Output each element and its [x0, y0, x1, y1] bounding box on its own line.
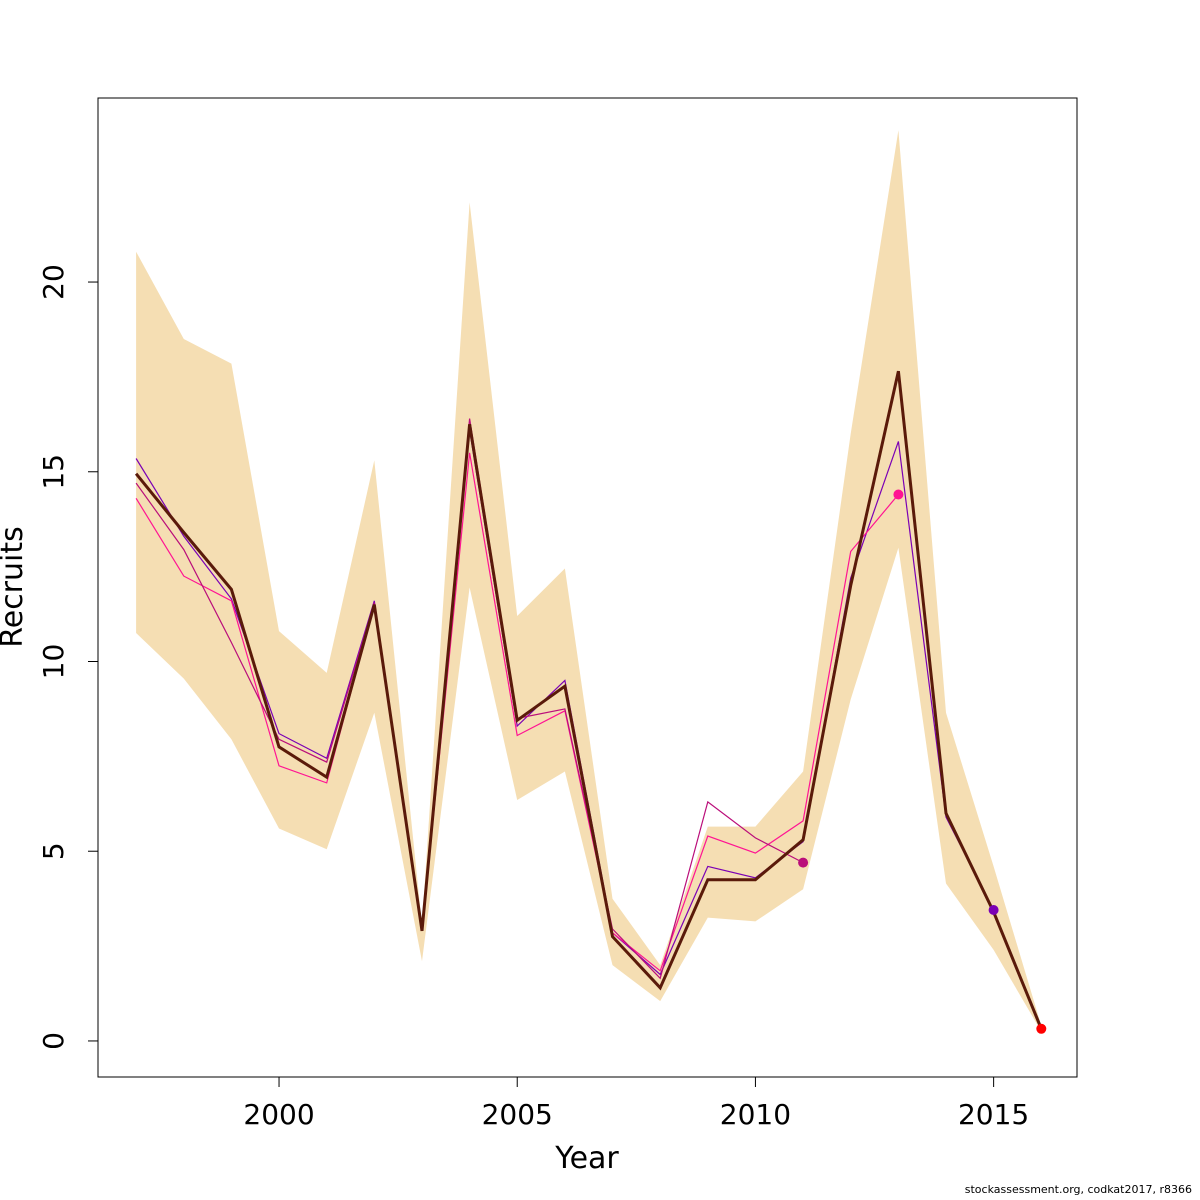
- series-end-marker-3: [893, 489, 904, 500]
- final-point-marker: [1036, 1023, 1047, 1034]
- series-line-4: [135, 418, 804, 980]
- credit-note: stockassessment.org, codkat2017, r8366: [964, 1183, 1192, 1196]
- x-tick-label: 2010: [720, 1098, 791, 1131]
- x-axis: 2000 2005 2010 2015: [243, 1076, 1029, 1131]
- y-tick-label: 5: [37, 842, 70, 860]
- series-line-2: [135, 429, 995, 976]
- y-tick-label: 10: [37, 644, 70, 680]
- series-end-marker-4: [798, 857, 809, 868]
- confidence-band: [136, 130, 1042, 1032]
- y-tick-label: 15: [37, 454, 70, 490]
- x-tick-label: 2015: [958, 1098, 1029, 1131]
- x-tick-label: 2005: [482, 1098, 553, 1131]
- confidence-band-area: [136, 130, 1042, 1032]
- y-axis: 0 5 10 15 20: [37, 264, 99, 1050]
- x-tick-label: 2000: [243, 1098, 314, 1131]
- y-tick-label: 20: [37, 264, 70, 300]
- y-tick-label: 0: [37, 1032, 70, 1050]
- y-axis-label: Recruits: [0, 526, 30, 648]
- x-axis-label: Year: [554, 1141, 619, 1176]
- series-line-1: [134, 370, 1043, 1030]
- series-end-marker-2: [988, 905, 999, 915]
- series-line-3: [135, 452, 899, 972]
- series-end-markers: [798, 489, 1047, 1034]
- series-lines: [134, 370, 1043, 1030]
